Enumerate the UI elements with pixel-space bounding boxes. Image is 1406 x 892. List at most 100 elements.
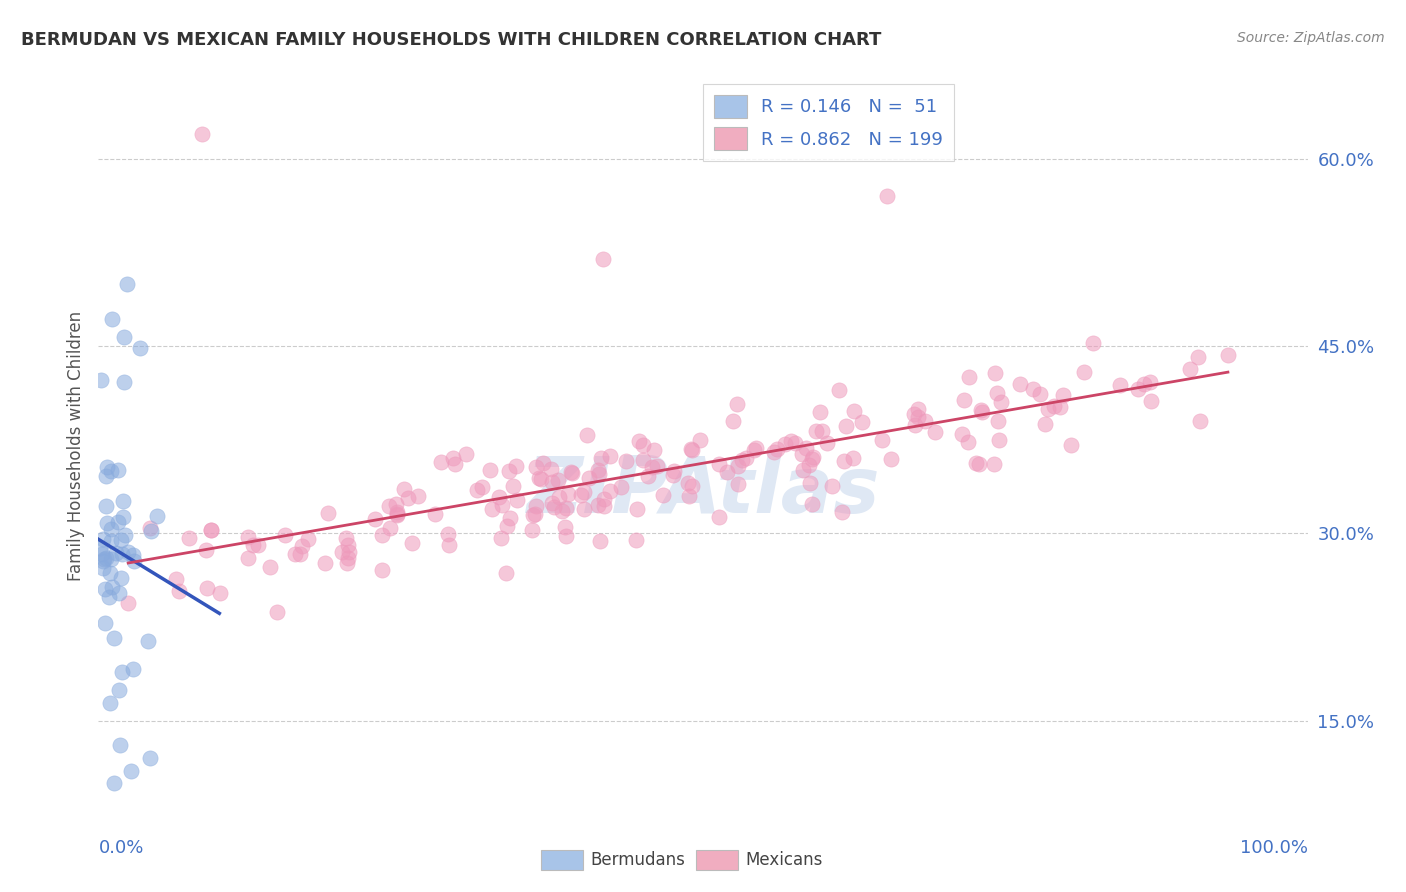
Point	[527, 471, 550, 485]
Point	[443, 457, 465, 471]
Point	[592, 491, 614, 506]
Point	[555, 529, 578, 543]
Point	[110, 738, 132, 752]
Point	[100, 464, 122, 478]
Point	[626, 502, 648, 516]
Point	[284, 547, 307, 561]
Point	[112, 375, 135, 389]
Point	[987, 414, 1010, 428]
Point	[799, 475, 821, 490]
Point	[1010, 377, 1032, 392]
Point	[984, 367, 1007, 381]
Point	[100, 533, 122, 548]
Point	[972, 404, 994, 418]
Point	[117, 545, 139, 559]
Point	[1133, 377, 1156, 392]
Point	[1187, 351, 1209, 365]
Point	[835, 419, 858, 434]
Point	[90, 372, 112, 386]
Point	[385, 505, 408, 519]
Point	[387, 508, 409, 523]
Point	[236, 550, 259, 565]
Point	[763, 444, 786, 458]
Point	[725, 397, 748, 411]
Point	[815, 435, 838, 450]
Point	[107, 516, 129, 530]
Point	[572, 502, 595, 516]
Point	[200, 524, 222, 538]
Point	[1216, 348, 1239, 362]
Point	[876, 189, 898, 203]
Point	[678, 489, 700, 503]
Point	[742, 443, 765, 458]
Point	[983, 457, 1005, 471]
Point	[831, 505, 853, 519]
Point	[914, 414, 936, 428]
Point	[121, 662, 143, 676]
Point	[609, 480, 631, 494]
Point	[114, 527, 136, 541]
Point	[797, 458, 820, 472]
Point	[138, 633, 160, 648]
Text: BERMUDAN VS MEXICAN FAMILY HOUSEHOLDS WITH CHILDREN CORRELATION CHART: BERMUDAN VS MEXICAN FAMILY HOUSEHOLDS WI…	[21, 31, 882, 49]
Point	[707, 510, 730, 524]
Text: 0.0%: 0.0%	[98, 839, 143, 857]
Point	[709, 457, 731, 471]
Point	[727, 476, 749, 491]
Point	[727, 459, 749, 474]
Point	[236, 530, 259, 544]
Text: Source: ZipAtlas.com: Source: ZipAtlas.com	[1237, 31, 1385, 45]
Point	[335, 531, 357, 545]
Point	[543, 500, 565, 514]
Point	[547, 474, 569, 488]
Point	[557, 487, 579, 501]
Point	[1180, 362, 1202, 376]
Point	[169, 584, 191, 599]
Point	[200, 524, 222, 538]
Point	[970, 403, 993, 417]
Point	[721, 414, 744, 428]
Point	[592, 499, 614, 513]
Point	[1126, 382, 1149, 396]
Point	[626, 533, 648, 547]
Point	[681, 442, 703, 457]
Point	[645, 459, 668, 474]
Point	[110, 533, 132, 547]
Point	[990, 394, 1012, 409]
Point	[766, 442, 789, 456]
Point	[491, 498, 513, 512]
Point	[100, 580, 122, 594]
Point	[96, 459, 118, 474]
Point	[98, 590, 121, 604]
Point	[481, 502, 503, 516]
Point	[111, 547, 134, 561]
Point	[112, 330, 135, 344]
Text: ZIPAtlas: ZIPAtlas	[526, 453, 880, 529]
Point	[541, 475, 564, 490]
Point	[879, 452, 901, 467]
Point	[1052, 388, 1074, 402]
Point	[785, 436, 807, 450]
Point	[165, 572, 187, 586]
Point	[103, 776, 125, 790]
Point	[676, 475, 699, 490]
Point	[842, 450, 865, 465]
Point	[907, 402, 929, 417]
Point	[832, 454, 855, 468]
Point	[953, 393, 976, 408]
Point	[844, 404, 866, 418]
Point	[107, 683, 129, 698]
Point	[533, 456, 555, 470]
Text: Mexicans: Mexicans	[745, 851, 823, 869]
Point	[93, 533, 115, 547]
Point	[643, 442, 665, 457]
Point	[266, 605, 288, 619]
Point	[1140, 393, 1163, 408]
Point	[569, 488, 592, 502]
Point	[437, 538, 460, 552]
Point	[195, 543, 218, 558]
Point	[93, 554, 115, 568]
Point	[337, 551, 360, 566]
Point	[588, 467, 610, 481]
Point	[371, 564, 394, 578]
